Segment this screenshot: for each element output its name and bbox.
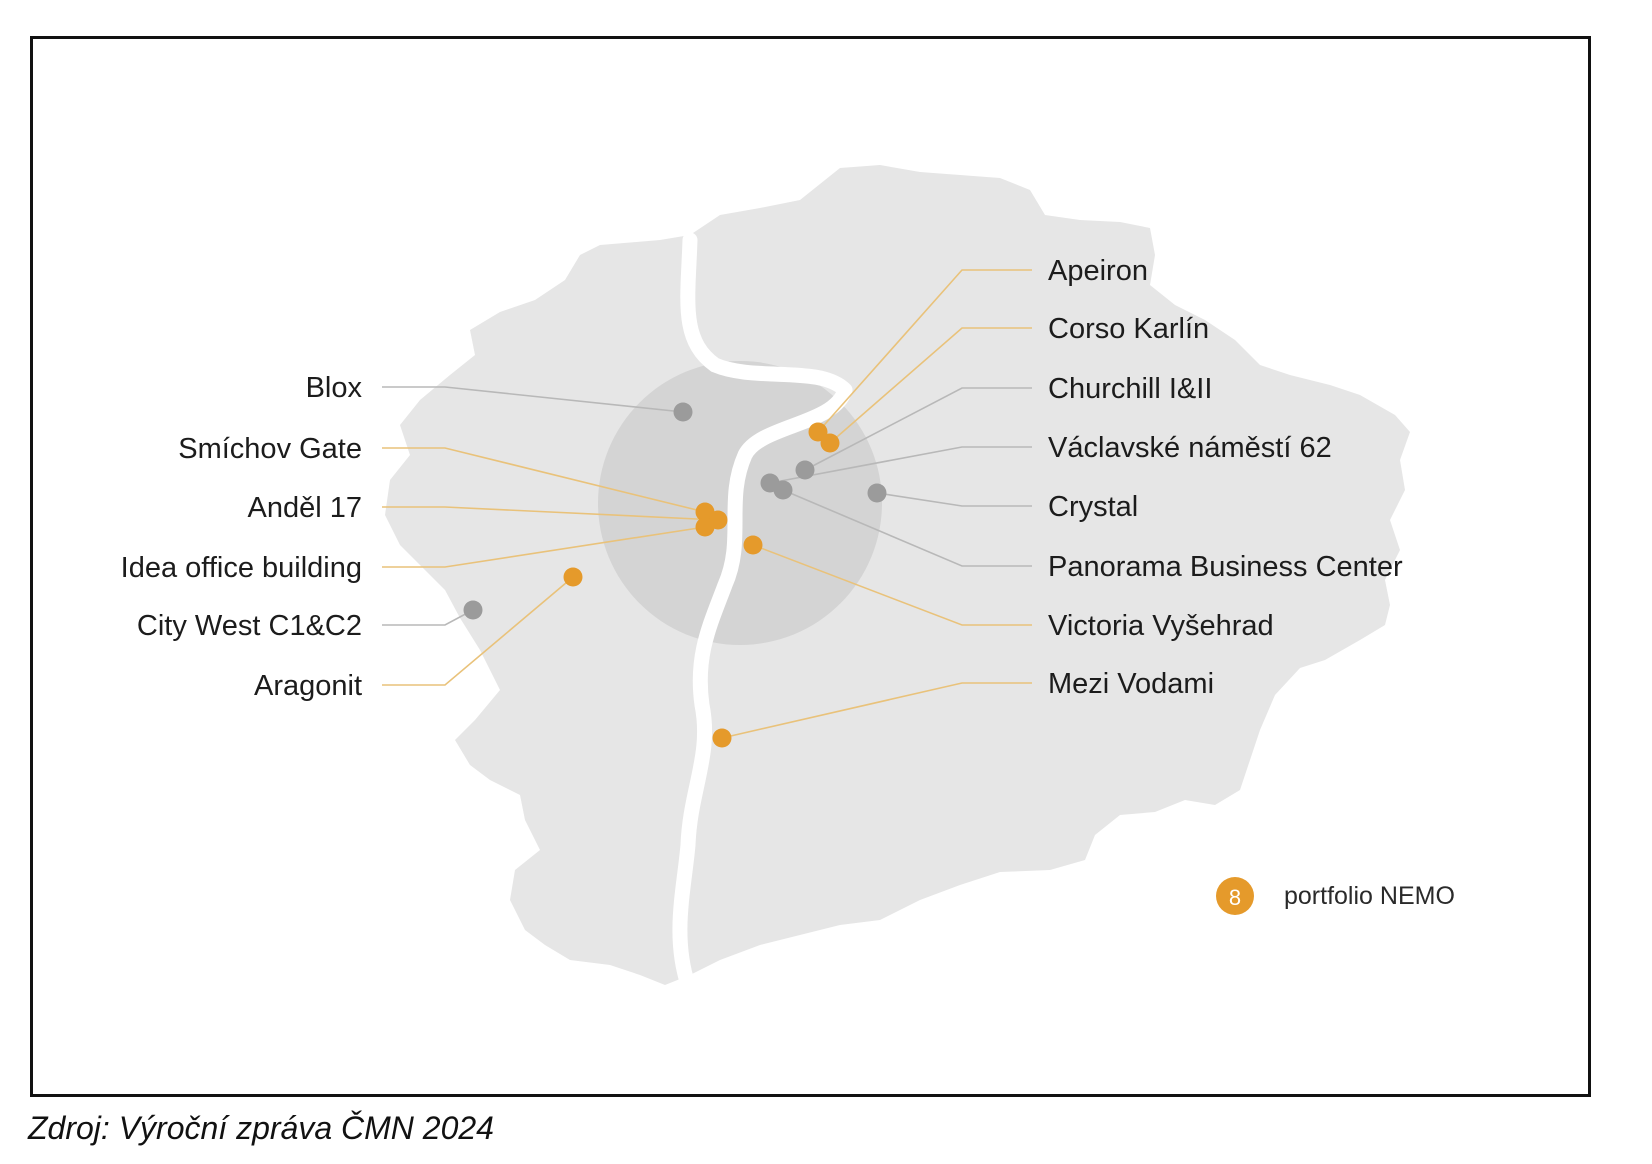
location-label-smichov-gate: Smíchov Gate — [178, 433, 362, 465]
legend-marker — [1216, 877, 1254, 915]
leader-line-victoria-vysehrad — [752, 544, 1032, 626]
location-marker-churchill-i-ii[interactable] — [795, 460, 815, 480]
leader-line-vaclavske-namesti-62 — [769, 446, 1032, 484]
location-marker-crystal[interactable] — [867, 483, 887, 503]
leader-line-corso-karlin — [829, 327, 1032, 444]
legend: 8 portfolio NEMO — [1216, 877, 1455, 915]
location-label-apeiron: Apeiron — [1048, 255, 1148, 287]
leader-line-blox — [382, 386, 684, 413]
leader-line-apeiron — [817, 269, 1032, 433]
leader-line-andel-17 — [382, 506, 719, 521]
leader-line-mezi-vodami — [721, 682, 1032, 739]
location-label-crystal: Crystal — [1048, 491, 1138, 523]
location-label-corso-karlin: Corso Karlín — [1048, 313, 1209, 345]
location-marker-panorama-business-center[interactable] — [773, 480, 793, 500]
location-label-victoria-vysehrad: Victoria Vyšehrad — [1048, 610, 1274, 642]
location-label-idea-office-building: Idea office building — [121, 552, 362, 584]
location-marker-idea-office-building[interactable] — [695, 517, 715, 537]
location-label-andel-17: Anděl 17 — [248, 492, 363, 524]
location-marker-corso-karlin[interactable] — [820, 433, 840, 453]
vltava-river — [672, 232, 853, 993]
source-caption: Zdroj: Výroční zpráva ČMN 2024 — [28, 1110, 494, 1146]
location-label-vaclavske-namesti-62: Václavské náměstí 62 — [1048, 432, 1332, 464]
location-marker-city-west-c1-c2[interactable] — [463, 600, 483, 620]
location-label-panorama-business-center: Panorama Business Center — [1048, 551, 1403, 583]
location-label-aragonit: Aragonit — [254, 670, 362, 702]
location-label-churchill-i-ii: Churchill I&II — [1048, 373, 1212, 405]
leader-line-churchill-i-ii — [804, 387, 1032, 471]
location-marker-aragonit[interactable] — [563, 567, 583, 587]
location-marker-victoria-vysehrad[interactable] — [743, 535, 763, 555]
leader-line-panorama-business-center — [782, 489, 1032, 567]
location-label-blox: Blox — [306, 372, 363, 404]
location-marker-mezi-vodami[interactable] — [712, 728, 732, 748]
leader-line-smichov-gate — [382, 447, 706, 513]
leader-line-aragonit — [382, 576, 574, 686]
location-marker-apeiron[interactable] — [808, 422, 828, 442]
leader-line-crystal — [876, 492, 1032, 507]
location-marker-blox[interactable] — [673, 402, 693, 422]
leader-line-idea-office-building — [382, 526, 706, 568]
prague-city-area — [385, 165, 1410, 985]
location-label-city-west-c1-c2: City West C1&C2 — [137, 610, 362, 642]
legend-label: portfolio NEMO — [1284, 882, 1455, 910]
location-label-mezi-vodami: Mezi Vodami — [1048, 668, 1214, 700]
leader-line-city-west-c1-c2 — [382, 609, 474, 626]
legend-count: 8 — [1229, 885, 1241, 910]
